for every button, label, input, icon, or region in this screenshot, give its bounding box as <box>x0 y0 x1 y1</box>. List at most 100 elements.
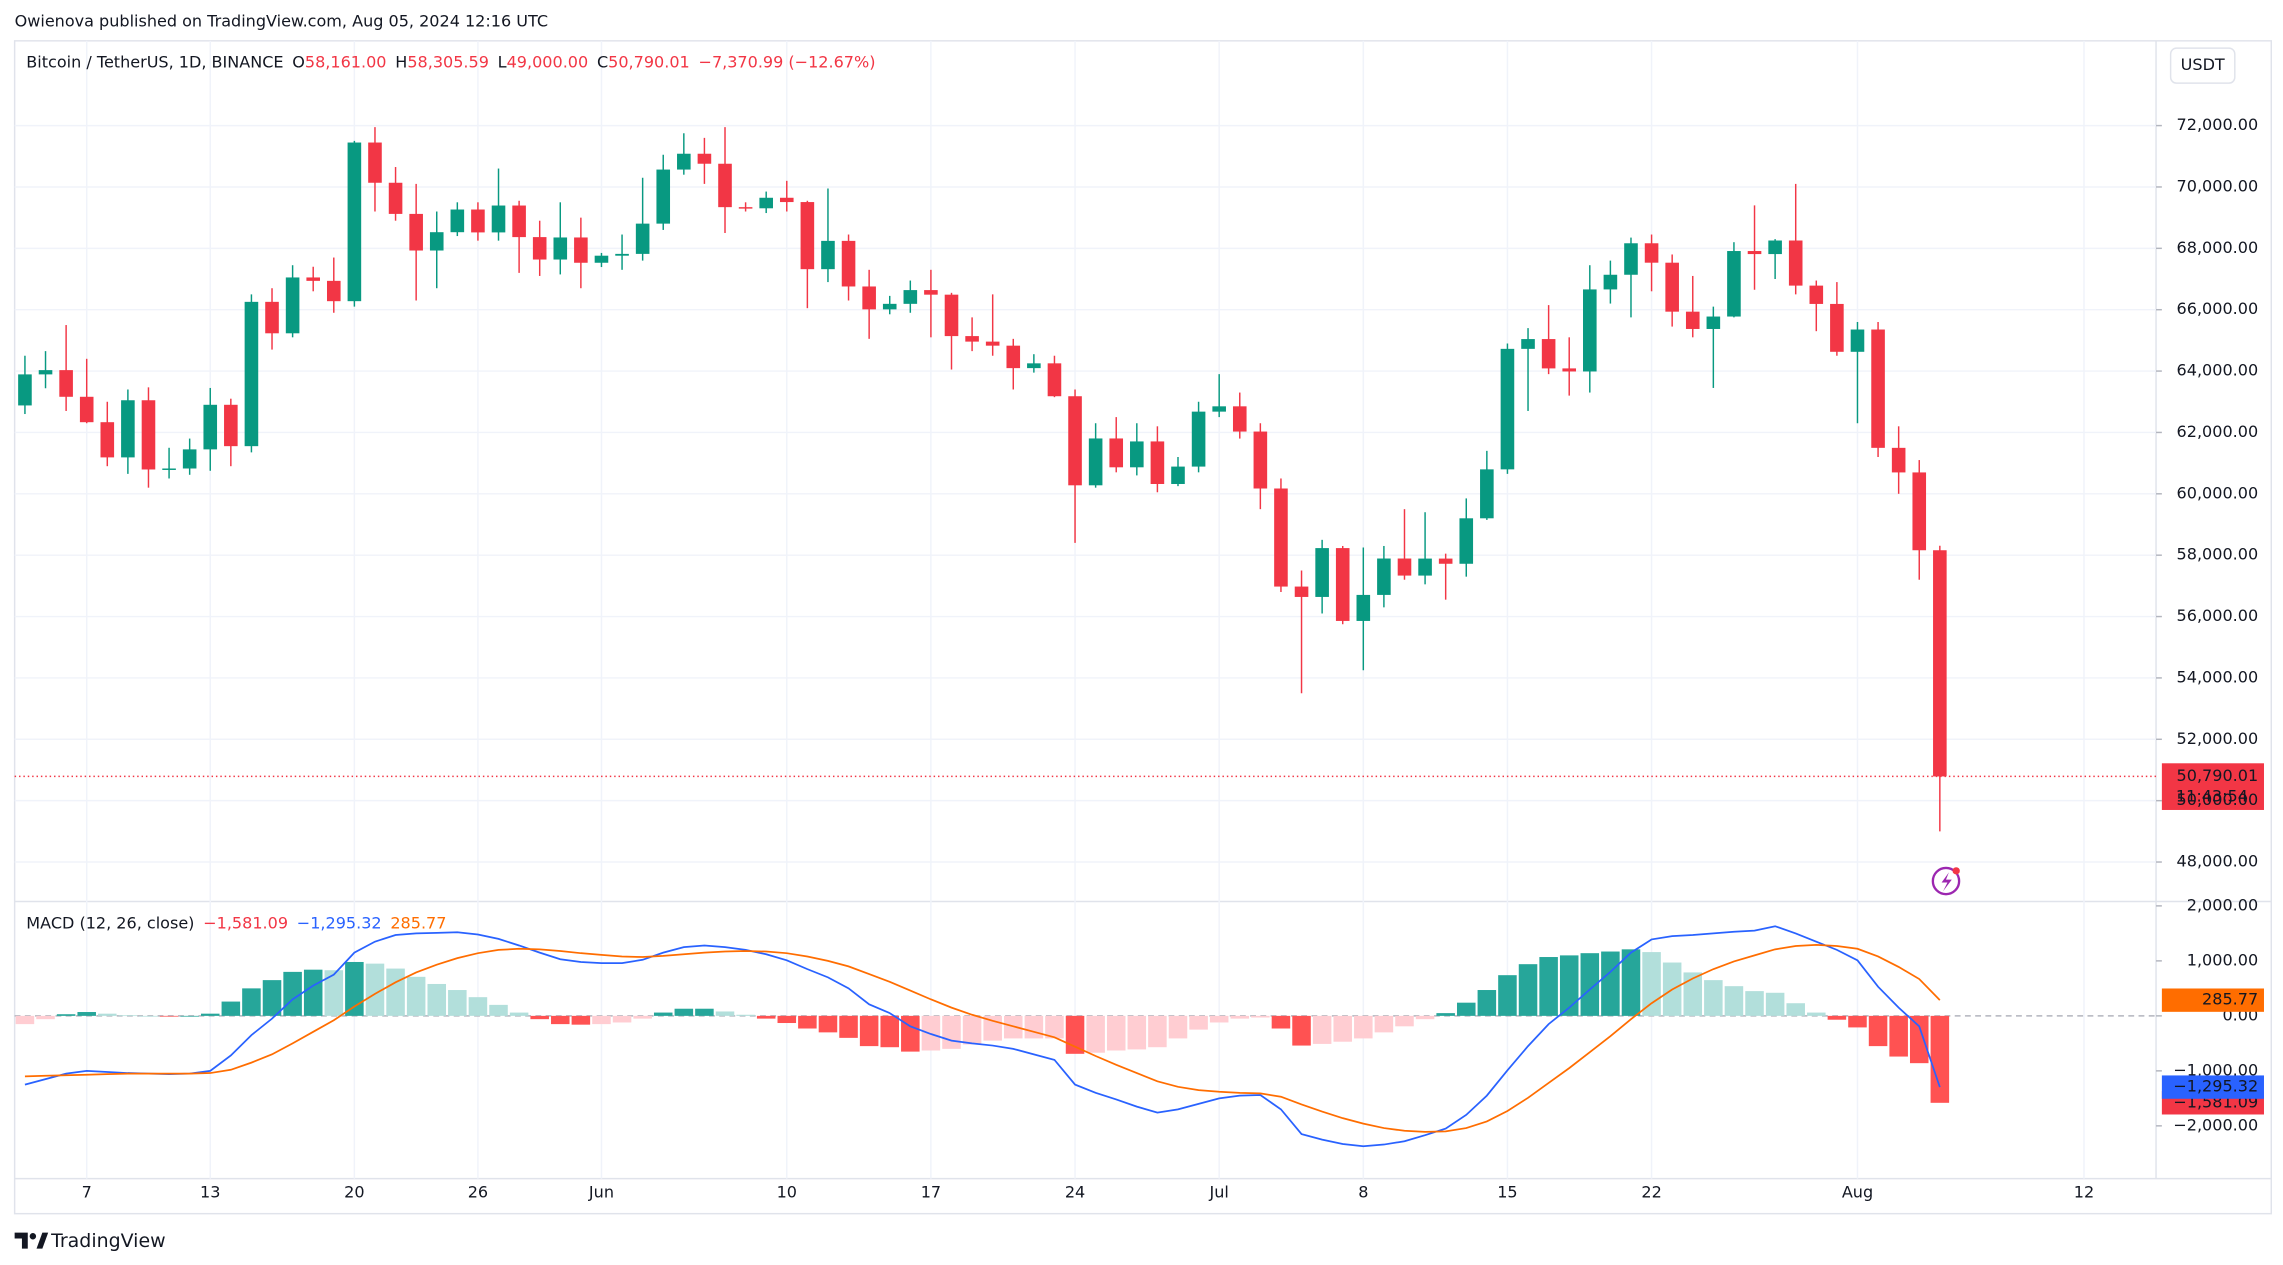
candle-body <box>965 336 979 342</box>
histogram-bar <box>303 969 323 1016</box>
histogram-bar <box>1106 1015 1126 1051</box>
marks <box>14 127 2264 1148</box>
histogram-bar <box>1395 1015 1414 1027</box>
histogram-bar <box>1292 1015 1311 1046</box>
last-price-label: 50,790.01 <box>2177 766 2259 785</box>
candle-body <box>1562 368 1577 372</box>
histogram-bar <box>406 976 426 1016</box>
candle-body <box>1109 438 1124 468</box>
grid <box>14 40 2162 1179</box>
histogram-bar <box>1477 990 1497 1016</box>
y-tick-label: 2,000.00 <box>2187 895 2258 914</box>
x-tick-label: 15 <box>1497 1183 1517 1202</box>
histogram-bar <box>200 1013 220 1016</box>
histogram-bar <box>1415 1015 1435 1020</box>
candle-body <box>1006 345 1021 369</box>
histogram-bar <box>1909 1015 1929 1064</box>
candle-body <box>1047 363 1062 397</box>
candle-body <box>1253 431 1268 489</box>
histogram-bar <box>345 961 364 1016</box>
histogram-bar <box>1848 1015 1867 1028</box>
histogram-bar <box>695 1008 714 1016</box>
y-tick-label: 60,000.00 <box>2177 483 2259 502</box>
candle-body <box>1212 406 1226 412</box>
histogram-bar <box>77 1012 96 1016</box>
y-tick-label: 72,000.00 <box>2177 115 2259 134</box>
histogram-bar <box>551 1015 570 1025</box>
candle-body <box>1500 348 1515 470</box>
countdown-label: 11:43:54 <box>2176 786 2248 805</box>
candle-body <box>1397 558 1412 576</box>
ohlc-key: L <box>498 52 507 71</box>
candle-body <box>429 232 444 251</box>
histogram-bar <box>1148 1015 1167 1048</box>
y-tick-label: 58,000.00 <box>2177 545 2259 564</box>
histogram-bar <box>1704 980 1723 1016</box>
histogram-bar <box>839 1015 858 1038</box>
histogram-bar <box>1889 1015 1908 1057</box>
candle-body <box>903 290 918 304</box>
currency-label[interactable]: USDT <box>2181 55 2225 74</box>
candle-body <box>203 404 218 450</box>
candle-body <box>1685 311 1700 329</box>
x-tick-label: 12 <box>2074 1183 2094 1202</box>
candle-body <box>285 277 300 334</box>
candle-body <box>882 303 897 310</box>
histogram-bar <box>1065 1015 1085 1054</box>
candle-body <box>1027 363 1041 369</box>
y-tick-label: 66,000.00 <box>2177 299 2259 318</box>
candle-body <box>162 468 176 470</box>
histogram-bar <box>880 1015 899 1048</box>
histogram-bar <box>1436 1013 1455 1016</box>
histogram-bar <box>901 1015 920 1052</box>
candle-body <box>1768 240 1782 255</box>
candle-body <box>1335 548 1350 621</box>
histogram-bar <box>118 1015 138 1017</box>
alert-icon[interactable] <box>1931 866 1961 896</box>
histogram-bar <box>324 970 344 1016</box>
histogram-bar <box>530 1015 549 1020</box>
histogram-bar <box>715 1011 735 1016</box>
candle-body <box>59 370 73 397</box>
value-tag <box>2161 988 2264 1012</box>
value-tag-label: −1,295.32 <box>2173 1077 2258 1096</box>
y-tick-label: 54,000.00 <box>2177 667 2259 686</box>
candle-body <box>532 237 547 260</box>
candle-body <box>1356 594 1371 621</box>
brand-name: TradingView <box>50 1230 166 1252</box>
candle-body <box>1912 472 1927 551</box>
value-tag-label: 285.77 <box>2202 990 2258 1009</box>
histogram-bar <box>1230 1015 1250 1019</box>
histogram-bar <box>283 971 302 1016</box>
histogram-bar <box>1086 1015 1105 1053</box>
histogram-bar <box>15 1015 35 1025</box>
x-tick-label: 22 <box>1641 1183 1661 1202</box>
candle-body <box>100 422 115 458</box>
histogram-bar <box>1024 1015 1044 1039</box>
histogram-bar <box>1621 949 1641 1016</box>
candle-body <box>1150 441 1165 484</box>
candle-body <box>1088 438 1103 486</box>
histogram-bar <box>818 1015 838 1033</box>
candle-body <box>1480 469 1494 519</box>
histogram-bar <box>1601 951 1620 1016</box>
candle-body <box>1603 274 1618 290</box>
currency-button[interactable] <box>2169 47 2236 84</box>
candle-body <box>1377 558 1391 595</box>
x-tick-label: 20 <box>344 1183 364 1202</box>
x-tick-label: Jul <box>1209 1183 1229 1202</box>
candle-body <box>924 290 938 295</box>
candle-body <box>697 153 712 164</box>
histogram-bar <box>242 988 261 1016</box>
histogram-bar <box>139 1015 158 1017</box>
y-tick-label: 52,000.00 <box>2177 729 2259 748</box>
y-tick-label: 48,000.00 <box>2177 852 2259 871</box>
histogram-bar <box>633 1015 652 1019</box>
candle-body <box>821 240 835 270</box>
symbol-title: Bitcoin / TetherUS, 1D, BINANCE <box>26 52 283 71</box>
candle-body <box>800 202 815 270</box>
candle-body <box>450 209 465 233</box>
candle-body <box>1418 558 1432 576</box>
candle-body <box>656 169 671 224</box>
